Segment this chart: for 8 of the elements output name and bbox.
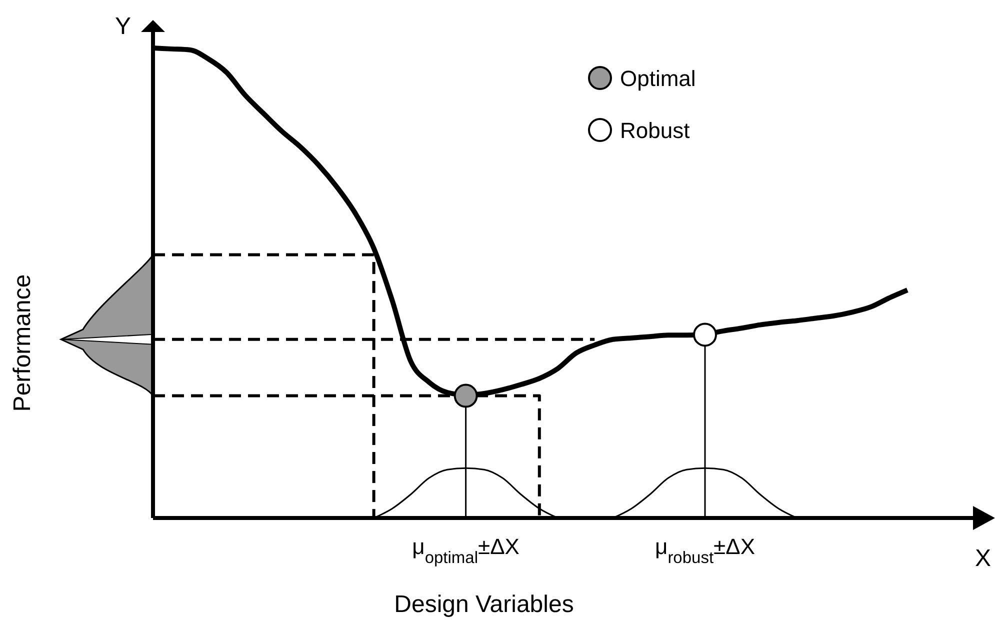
y-axis-title: Performance (9, 274, 36, 412)
text: Y (114, 13, 132, 40)
legend-label: Robust (620, 118, 690, 143)
x-tick-label: μ$_{robust}$±ΔX (655, 534, 756, 567)
text: X (974, 545, 992, 572)
x-tick-label: μ$_{optimal}$±ΔX (412, 534, 520, 567)
legend-label: Optimal (620, 66, 696, 91)
x-axis-title: Design Variables (394, 591, 574, 618)
